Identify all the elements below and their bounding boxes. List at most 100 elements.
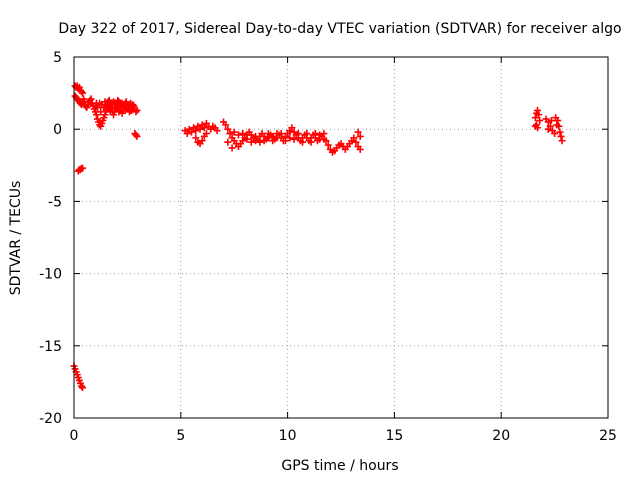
data-point xyxy=(264,130,272,138)
data-point xyxy=(200,124,208,132)
data-point xyxy=(183,130,191,138)
y-tick-label: -5 xyxy=(48,194,62,210)
data-point xyxy=(531,122,539,130)
data-point xyxy=(132,108,140,116)
x-tick-label: 10 xyxy=(279,428,297,444)
data-point xyxy=(354,128,362,136)
data-point xyxy=(79,164,87,172)
plot-frame xyxy=(73,56,609,419)
data-point xyxy=(299,138,307,146)
data-point xyxy=(544,118,552,126)
data-point xyxy=(536,117,544,125)
data-point xyxy=(555,122,563,130)
data-point xyxy=(132,131,140,139)
data-point xyxy=(535,111,543,119)
data-point xyxy=(260,137,268,145)
data-point xyxy=(311,130,319,138)
data-point xyxy=(356,145,364,153)
data-point xyxy=(192,127,200,135)
data-point xyxy=(290,135,298,143)
data-point xyxy=(92,99,100,107)
x-axis-label: GPS time / hours xyxy=(281,458,398,474)
data-point xyxy=(92,111,100,119)
data-point xyxy=(93,104,101,112)
data-point xyxy=(224,138,232,146)
data-point xyxy=(79,384,87,392)
y-tick-label: 5 xyxy=(53,50,62,66)
data-point xyxy=(87,95,95,103)
data-point xyxy=(77,88,85,96)
data-points xyxy=(70,82,566,392)
x-tick-label: 20 xyxy=(492,428,510,444)
data-point xyxy=(552,114,560,122)
data-point xyxy=(228,144,236,152)
x-tick-label: 15 xyxy=(385,428,403,444)
data-point xyxy=(226,130,234,138)
data-point xyxy=(198,137,206,145)
data-point xyxy=(324,141,332,149)
y-axis-label: SDTVAR / TECUs xyxy=(8,181,24,296)
data-point xyxy=(213,127,221,135)
data-point xyxy=(256,138,264,146)
data-point xyxy=(352,138,360,146)
data-point xyxy=(286,134,294,142)
data-point xyxy=(77,382,85,390)
data-point xyxy=(320,135,328,143)
data-point xyxy=(202,130,210,138)
data-point xyxy=(224,125,232,133)
data-point xyxy=(133,132,141,140)
data-point xyxy=(105,102,113,110)
data-point xyxy=(230,128,238,136)
data-point xyxy=(110,98,118,106)
data-point xyxy=(547,117,555,125)
data-point xyxy=(303,130,311,138)
grid-lines xyxy=(74,57,608,418)
y-tick-label: -15 xyxy=(39,339,62,355)
data-point xyxy=(277,130,285,138)
data-point xyxy=(247,138,255,146)
data-point xyxy=(269,137,277,145)
data-point xyxy=(192,134,200,142)
data-point xyxy=(101,111,109,119)
data-point xyxy=(558,137,566,145)
data-point xyxy=(557,132,565,140)
data-point xyxy=(234,131,242,139)
data-point xyxy=(106,108,114,116)
data-point xyxy=(551,130,559,138)
data-point xyxy=(122,105,130,113)
data-point xyxy=(556,128,564,136)
data-point xyxy=(114,102,122,110)
data-point xyxy=(243,135,251,143)
chart-title: Day 322 of 2017, Sidereal Day-to-day VTE… xyxy=(58,21,621,37)
data-point xyxy=(356,132,364,140)
data-point xyxy=(127,99,135,107)
data-point xyxy=(544,125,552,133)
data-point xyxy=(128,106,136,114)
x-tick-label: 25 xyxy=(599,428,617,444)
data-point xyxy=(101,98,109,106)
x-tick-label: 0 xyxy=(70,428,79,444)
data-point xyxy=(316,131,324,139)
data-point xyxy=(534,106,542,114)
data-point xyxy=(79,89,87,97)
data-point xyxy=(307,138,315,146)
data-point xyxy=(239,130,247,138)
data-point xyxy=(97,108,105,116)
data-point xyxy=(350,134,358,142)
x-tick-label: 5 xyxy=(176,428,185,444)
data-point xyxy=(115,108,123,116)
data-point xyxy=(252,132,260,140)
y-tick-label: 0 xyxy=(53,122,62,138)
data-point xyxy=(294,130,302,138)
y-tick-label: -20 xyxy=(39,411,62,427)
y-tick-label: -10 xyxy=(39,267,62,283)
data-point xyxy=(222,121,230,129)
data-point xyxy=(196,125,204,133)
data-point xyxy=(187,128,195,136)
data-point xyxy=(288,124,296,132)
data-point xyxy=(281,137,289,145)
axis-ticks: 0 5 10 15 20 25 5 0 -5 -10 -15 -20 xyxy=(39,50,617,444)
data-point xyxy=(118,99,126,107)
